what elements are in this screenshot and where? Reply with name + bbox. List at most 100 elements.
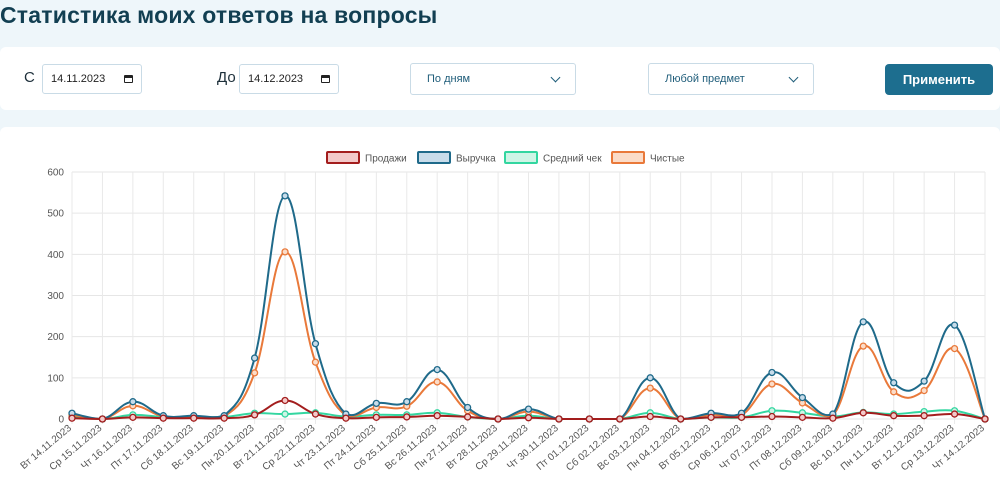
calendar-icon[interactable] [124, 75, 133, 83]
from-label: С [24, 69, 35, 86]
x-tick-label: Ср 22.11.2023 [261, 423, 318, 473]
chevron-down-icon [550, 72, 561, 82]
data-point [68, 414, 76, 422]
x-tick-label: Пн 20.11.2023 [200, 423, 257, 473]
data-point [281, 192, 289, 200]
data-point [129, 413, 137, 422]
y-tick-label: 100 [47, 373, 64, 384]
x-tick-label: Пн 27.11.2023 [413, 423, 470, 473]
from-date-value: 14.11.2023 [51, 73, 106, 85]
y-tick-label: 200 [47, 332, 64, 343]
x-tick-label: Чт 07.12.2023 [718, 423, 774, 473]
data-point [890, 412, 898, 420]
legend-label: Средний чек [543, 154, 602, 165]
data-point [646, 412, 654, 421]
to-date-input[interactable]: 14.12.2023 [239, 64, 339, 94]
data-point [524, 405, 533, 413]
x-tick-label: Ср 13.12.2023 [899, 423, 957, 474]
data-point [768, 407, 776, 415]
data-point [859, 342, 867, 350]
data-point [281, 410, 289, 418]
data-point [281, 248, 289, 256]
data-point [159, 414, 167, 422]
data-point [372, 413, 380, 422]
data-point [524, 414, 533, 422]
data-point [250, 369, 259, 377]
legend-label: Продажи [365, 154, 407, 165]
data-point [890, 379, 898, 387]
data-point [737, 413, 746, 422]
data-point [646, 384, 654, 392]
data-point [950, 344, 959, 353]
data-point [311, 340, 320, 348]
x-tick-label: Чт 14.12.2023 [931, 423, 987, 473]
data-point [463, 413, 472, 421]
data-point [372, 399, 380, 408]
x-tick-label: Сб 18.11.2023 [138, 422, 196, 473]
data-point [403, 398, 411, 406]
data-point [403, 413, 411, 421]
to-label: До [217, 69, 236, 86]
data-point [798, 413, 807, 422]
x-tick-label: Сб 02.12.2023 [564, 422, 622, 474]
data-point [494, 415, 502, 423]
to-date-value: 14.12.2023 [248, 73, 304, 85]
legend-swatch [504, 151, 538, 164]
data-point [677, 415, 685, 423]
legend-label: Выручка [456, 154, 496, 165]
subject-select[interactable]: Любой предмет [648, 63, 814, 95]
x-tick-label: Вс 03.12.2023 [596, 423, 653, 473]
data-point [768, 368, 776, 377]
y-tick-label: 500 [47, 209, 64, 220]
data-point [920, 377, 928, 385]
data-point [829, 414, 837, 422]
chevron-down-icon [788, 72, 799, 82]
page-title: Статистика моих ответов на вопросы [0, 2, 438, 28]
data-point [585, 415, 594, 423]
data-point [768, 380, 776, 388]
data-point [798, 393, 807, 402]
data-point [311, 358, 320, 366]
x-tick-label: Пн 11.12.2023 [839, 423, 896, 473]
grouping-value: По дням [427, 73, 471, 85]
data-point [646, 374, 654, 382]
data-point [433, 378, 441, 386]
data-point [950, 321, 959, 329]
data-point [311, 410, 320, 418]
data-point [920, 386, 928, 395]
data-point [433, 365, 441, 374]
data-point [250, 354, 259, 362]
x-tick-label: Ср 15.11.2023 [48, 423, 105, 473]
chart-panel: 0 100 200 300 400 500 600 Вт 14.11.2023 Ср 15.11… [0, 127, 1000, 482]
data-point [342, 414, 350, 422]
data-point [463, 403, 472, 412]
data-point [190, 414, 198, 422]
data-point [220, 414, 228, 422]
y-tick-label: 600 [47, 168, 64, 179]
apply-button[interactable]: Применить [885, 64, 993, 95]
data-point [707, 413, 715, 422]
from-date-input[interactable]: 14.11.2023 [42, 64, 142, 94]
data-point [920, 412, 928, 420]
x-tick-label: Пн 04.12.2023 [625, 423, 683, 474]
data-point [555, 415, 563, 423]
legend-swatch [417, 151, 451, 164]
x-tick-label: Ср 29.11.2023 [474, 423, 531, 473]
grouping-select[interactable]: По дням [410, 63, 576, 95]
data-point [950, 410, 959, 418]
legend-swatch [611, 151, 645, 164]
data-point [859, 409, 867, 417]
x-tick-label: Сб 25.11.2023 [351, 422, 409, 473]
calendar-icon[interactable] [321, 75, 330, 83]
data-point [433, 412, 441, 420]
x-tick-label: Вс 10.12.2023 [809, 423, 866, 473]
y-tick-label: 0 [58, 415, 64, 426]
data-point [98, 415, 107, 423]
data-point [768, 412, 776, 421]
data-point [129, 398, 137, 406]
data-point [890, 388, 898, 396]
y-tick-label: 400 [47, 250, 64, 261]
legend-label: Чистые [650, 154, 685, 165]
legend-swatch [326, 151, 360, 164]
